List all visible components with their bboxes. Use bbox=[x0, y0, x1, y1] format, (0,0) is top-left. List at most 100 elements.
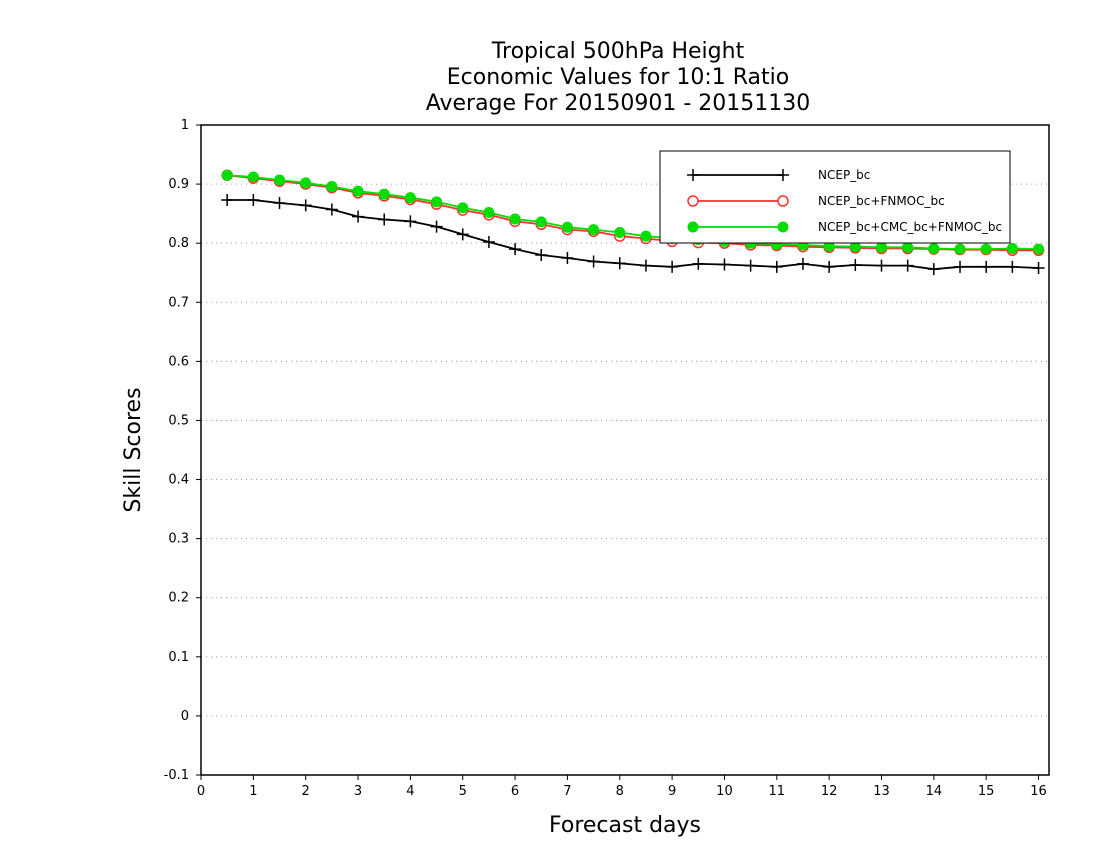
legend-marker bbox=[777, 221, 789, 233]
x-tick-label: 5 bbox=[459, 784, 467, 799]
data-point bbox=[221, 194, 234, 207]
data-point bbox=[744, 259, 757, 272]
data-point bbox=[483, 206, 495, 218]
data-point bbox=[692, 257, 705, 270]
data-point bbox=[980, 260, 993, 273]
data-point bbox=[902, 241, 914, 253]
x-tick-label: 9 bbox=[668, 784, 676, 799]
legend-label: NCEP_bc+FNMOC_bc bbox=[818, 194, 945, 208]
data-point bbox=[980, 243, 992, 255]
data-point bbox=[640, 230, 652, 242]
data-point bbox=[352, 185, 364, 197]
legend-label: NCEP_bc+CMC_bc+FNMOC_bc bbox=[818, 220, 1002, 234]
y-tick-label: 0.7 bbox=[168, 295, 189, 310]
data-point bbox=[613, 257, 626, 270]
legend-marker bbox=[687, 221, 699, 233]
data-point bbox=[247, 171, 259, 183]
legend-marker bbox=[777, 195, 789, 207]
series-layer bbox=[221, 169, 1045, 276]
data-point bbox=[796, 257, 809, 270]
data-point bbox=[378, 213, 391, 226]
y-tick-label: 0.2 bbox=[168, 591, 189, 606]
x-axis-ticks: 0 1 2 3 4 5 6 7 8 9 10 11 12 13 14 15 16 bbox=[197, 775, 1047, 799]
data-point bbox=[378, 188, 390, 200]
data-point bbox=[770, 260, 783, 273]
data-point bbox=[875, 259, 888, 272]
data-point bbox=[561, 251, 574, 264]
x-tick-label: 7 bbox=[563, 784, 571, 799]
data-point bbox=[482, 236, 495, 248]
y-tick-label: -0.1 bbox=[164, 768, 189, 783]
data-point bbox=[404, 215, 417, 228]
data-point bbox=[561, 221, 573, 233]
data-point bbox=[1033, 243, 1045, 255]
x-tick-label: 0 bbox=[197, 784, 205, 799]
data-point bbox=[325, 203, 338, 216]
data-point bbox=[639, 259, 652, 272]
x-tick-label: 4 bbox=[406, 784, 414, 799]
chart-title: Tropical 500hPa Height Economic Values f… bbox=[426, 39, 811, 116]
y-tick-label: 0.8 bbox=[168, 236, 189, 251]
data-point bbox=[666, 260, 679, 273]
data-point bbox=[535, 249, 548, 261]
x-tick-label: 16 bbox=[1030, 784, 1047, 799]
legend-marker bbox=[687, 169, 699, 181]
legend-label: NCEP_bc bbox=[818, 168, 870, 182]
data-point bbox=[352, 210, 365, 223]
legend: NCEP_bc NCEP_bc+FNMOC_bc NCEP_bc+CMC_bc+FN… bbox=[659, 150, 1011, 244]
data-point bbox=[849, 259, 862, 272]
x-tick-label: 14 bbox=[926, 784, 943, 799]
x-tick-label: 8 bbox=[616, 784, 624, 799]
data-point bbox=[614, 227, 626, 239]
data-point bbox=[273, 197, 286, 209]
data-point bbox=[954, 260, 967, 273]
data-point bbox=[457, 202, 469, 214]
y-tick-label: 0.9 bbox=[168, 177, 189, 192]
data-point bbox=[431, 196, 443, 208]
data-point bbox=[299, 199, 312, 212]
data-point bbox=[221, 169, 233, 181]
y-axis-label: Skill Scores bbox=[121, 387, 146, 512]
data-point bbox=[274, 174, 286, 186]
x-tick-label: 6 bbox=[511, 784, 519, 799]
data-point bbox=[404, 192, 416, 204]
title-line-1: Tropical 500hPa Height bbox=[491, 39, 745, 64]
x-tick-label: 13 bbox=[873, 784, 890, 799]
title-line-2: Economic Values for 10:1 Ratio bbox=[447, 65, 789, 90]
x-axis-label: Forecast days bbox=[549, 813, 701, 838]
data-point bbox=[535, 216, 547, 228]
title-line-3: Average For 20150901 - 20151130 bbox=[426, 91, 811, 116]
plot-frame bbox=[200, 124, 1050, 776]
legend-marker bbox=[687, 195, 699, 207]
data-point bbox=[875, 241, 887, 253]
data-point bbox=[1006, 243, 1018, 254]
y-tick-label: 0.5 bbox=[168, 413, 189, 428]
y-tick-label: 0.1 bbox=[168, 650, 189, 665]
y-tick-label: 0 bbox=[181, 709, 189, 724]
data-point bbox=[509, 243, 522, 256]
x-tick-label: 3 bbox=[354, 784, 362, 799]
legend-marker bbox=[777, 169, 789, 181]
y-axis-ticks: -0.1 0 0.1 0.2 0.3 0.4 0.5 0.6 0.7 0.8 0.9 1 bbox=[164, 118, 201, 783]
data-point bbox=[300, 177, 312, 189]
y-tick-label: 0.6 bbox=[168, 354, 189, 369]
data-point bbox=[430, 220, 443, 233]
y-tick-label: 0.3 bbox=[168, 532, 189, 547]
data-point bbox=[326, 180, 338, 192]
data-point bbox=[456, 228, 469, 241]
y-tick-label: 0.4 bbox=[168, 473, 189, 488]
x-tick-label: 12 bbox=[821, 784, 838, 799]
data-point bbox=[1006, 260, 1019, 273]
x-tick-label: 11 bbox=[769, 784, 786, 799]
data-point bbox=[247, 194, 260, 207]
data-point bbox=[718, 258, 731, 271]
series-1 bbox=[221, 194, 1045, 276]
data-point bbox=[954, 243, 966, 255]
x-tick-label: 15 bbox=[978, 784, 995, 799]
data-point bbox=[1032, 262, 1045, 274]
data-point bbox=[927, 263, 940, 276]
x-tick-label: 10 bbox=[716, 784, 733, 799]
data-point bbox=[823, 260, 836, 273]
y-tick-label: 1 bbox=[181, 118, 189, 133]
